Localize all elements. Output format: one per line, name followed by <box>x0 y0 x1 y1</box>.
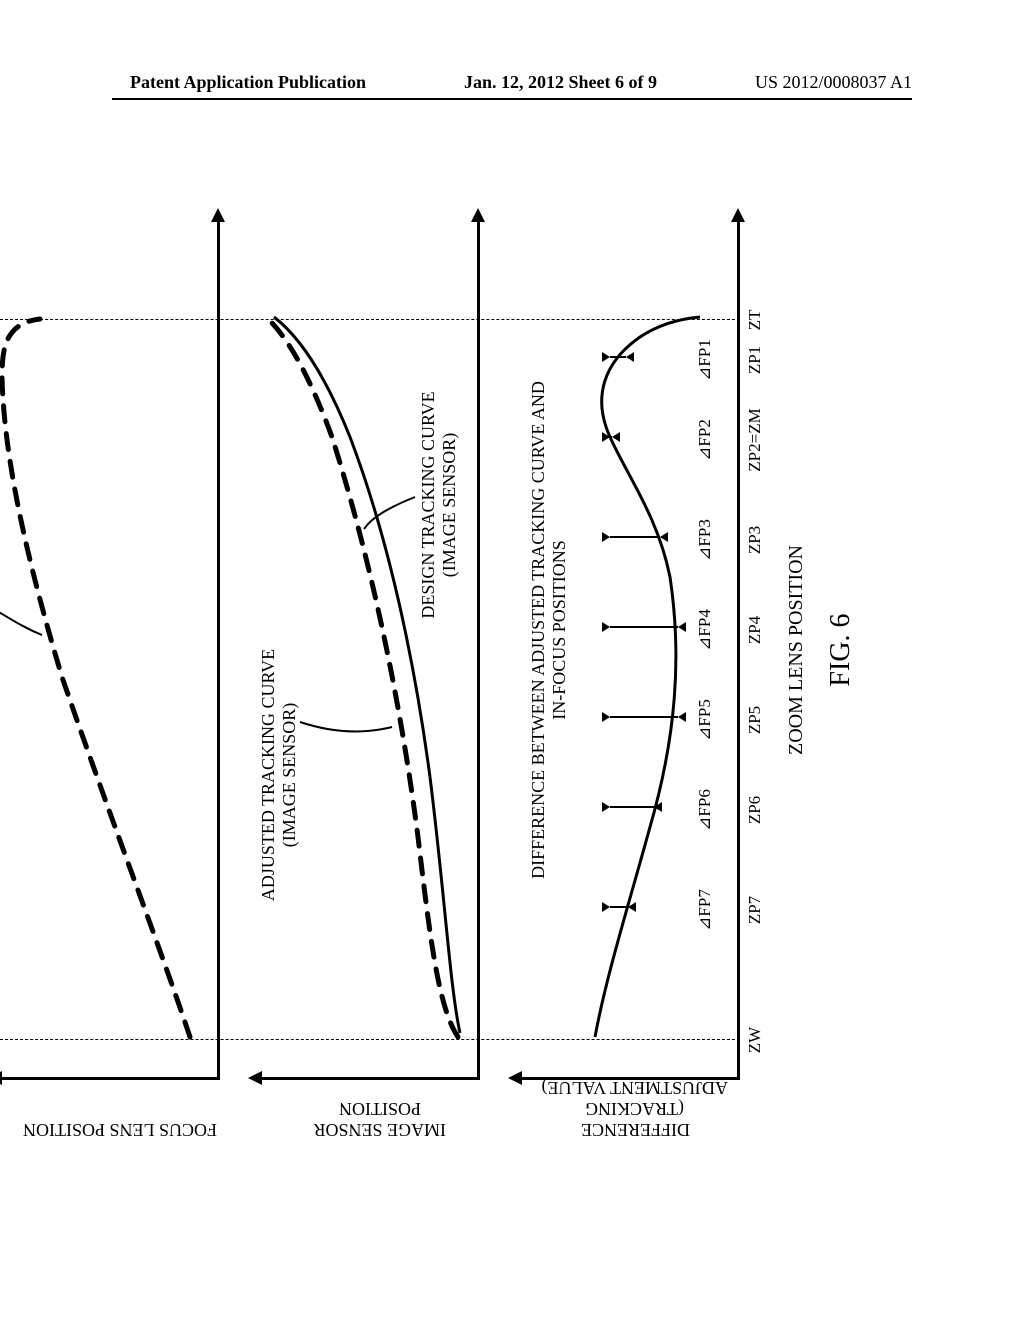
tick-zp4: ZP4 <box>745 616 765 644</box>
dfp-arrows <box>602 352 686 912</box>
dfp7: ⊿FP7 <box>695 889 715 931</box>
tick-zp7: ZP7 <box>745 896 765 924</box>
curve-c-diff <box>595 317 700 1037</box>
panel-focus-lens <box>0 220 220 1080</box>
label-c-note: DIFFERENCE BETWEEN ADJUSTED TRACKING CUR… <box>528 350 569 910</box>
label-b-adjusted: ADJUSTED TRACKING CURVE (IMAGE SENSOR) <box>258 630 299 920</box>
dfp1: ⊿FP1 <box>695 339 715 381</box>
pointer-b1 <box>300 722 392 732</box>
dfp3: ⊿FP3 <box>695 519 715 561</box>
tick-zp3: ZP3 <box>745 526 765 554</box>
tick-zw: ZW <box>745 1027 765 1053</box>
header-right: US 2012/0008037 A1 <box>755 72 912 93</box>
delta-fp-labels: ⊿FP7 ⊿FP6 ⊿FP5 ⊿FP4 ⊿FP3 ⊿FP2 ⊿FP1 <box>695 220 725 1080</box>
figure-number: FIG. 6 <box>825 220 857 1080</box>
ylabel-b: IMAGE SENSOR POSITION <box>280 1110 480 1140</box>
header-left: Patent Application Publication <box>130 72 366 93</box>
curve-a-adjusted <box>2 319 190 1037</box>
zoom-tick-labels: ZW ZP7 ZP6 ZP5 ZP4 ZP3 ZP2=ZM ZP1 ZT <box>745 220 785 1080</box>
page-header: Patent Application Publication Jan. 12, … <box>0 72 1024 93</box>
tick-zp6: ZP6 <box>745 796 765 824</box>
header-rule <box>112 98 912 100</box>
figure-6: FOCUS LENS POSITION ADJUSTED TRACKING CU… <box>0 240 1000 1120</box>
ylabel-c: DIFFERENCE (TRACKING ADJUSTMENT VALUE) <box>530 1110 740 1140</box>
dfp5: ⊿FP5 <box>695 699 715 741</box>
tick-zp2: ZP2=ZM <box>745 408 765 471</box>
dfp4: ⊿FP4 <box>695 609 715 651</box>
tick-zt: ZT <box>745 310 765 331</box>
dfp6: ⊿FP6 <box>695 789 715 831</box>
panel-a-svg <box>0 217 220 1077</box>
tick-zp5: ZP5 <box>745 706 765 734</box>
pointer-a <box>0 607 42 635</box>
x-axis-title: ZOOM LENS POSITION <box>785 220 808 1080</box>
ylabel-a: FOCUS LENS POSITION <box>20 1110 220 1140</box>
label-b-design: DESIGN TRACKING CURVE (IMAGE SENSOR) <box>418 370 459 640</box>
tick-zp1: ZP1 <box>745 346 765 374</box>
dfp2: ⊿FP2 <box>695 419 715 461</box>
header-center: Jan. 12, 2012 Sheet 6 of 9 <box>464 72 657 93</box>
